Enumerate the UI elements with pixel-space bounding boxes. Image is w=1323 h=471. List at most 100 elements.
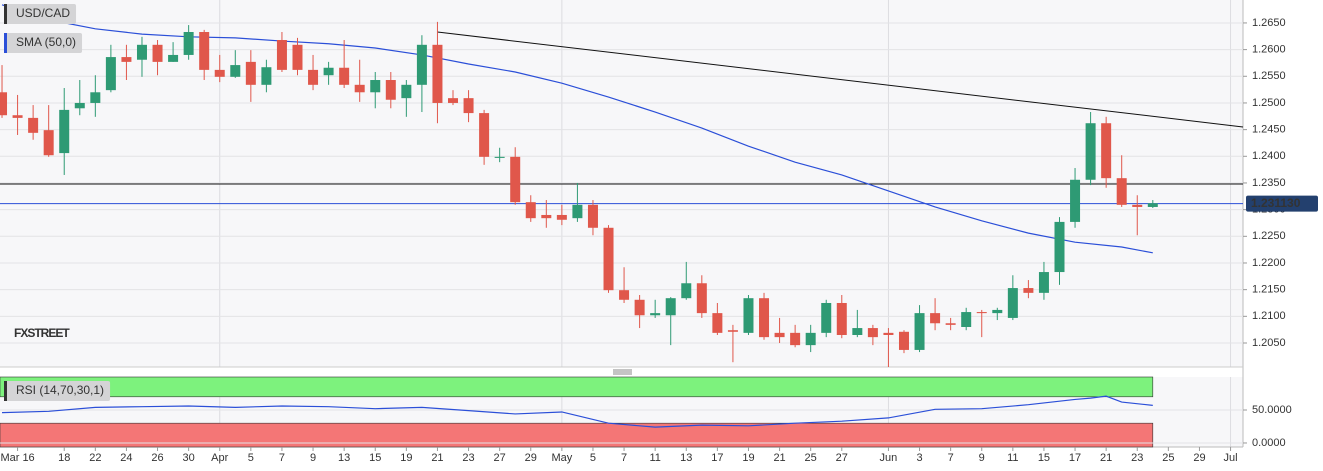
candle-body <box>945 323 956 325</box>
y-tick-label: 1.2200 <box>1252 257 1286 269</box>
x-tick-label: Jul <box>1224 452 1238 464</box>
x-tick-label: 27 <box>494 452 506 464</box>
legend-label: RSI (14,70,30,1) <box>16 383 104 397</box>
x-tick-label: 21 <box>431 452 443 464</box>
legend-box <box>4 381 111 401</box>
candle-body <box>416 44 427 85</box>
candle-body <box>401 84 412 99</box>
x-tick-label: 13 <box>680 452 692 464</box>
resize-handle[interactable] <box>613 369 632 375</box>
candle-body <box>479 113 490 157</box>
y-tick-label: 50.0000 <box>1252 404 1292 416</box>
candle-body <box>898 331 909 350</box>
candle-body <box>308 69 319 85</box>
candle-body <box>634 299 645 316</box>
x-tick-label: 18 <box>58 452 70 464</box>
candle-body <box>665 298 676 316</box>
candle-body <box>245 61 256 85</box>
candle-body <box>727 330 738 332</box>
x-tick-label: 25 <box>805 452 817 464</box>
candle-body <box>370 80 381 93</box>
y-tick-label: 1.2050 <box>1252 337 1286 349</box>
candle-body <box>976 312 987 314</box>
y-tick-label: 0.0000 <box>1252 437 1286 449</box>
candle-body <box>183 32 194 55</box>
candle-body <box>494 156 505 158</box>
x-tick-label: 23 <box>462 452 474 464</box>
candle-body <box>1132 204 1143 207</box>
x-tick-label: 30 <box>183 452 195 464</box>
legend-marker <box>4 33 7 53</box>
x-tick-label: 21 <box>1100 452 1112 464</box>
candle-body <box>774 332 785 338</box>
candle-body <box>59 109 70 154</box>
candle-body <box>1007 288 1018 318</box>
x-tick-label: 29 <box>1193 452 1205 464</box>
candle-body <box>992 309 1003 314</box>
candle-body <box>867 328 878 338</box>
x-tick-label: 29 <box>525 452 537 464</box>
candle-body <box>230 65 241 77</box>
y-tick-label: 1.2550 <box>1252 70 1286 82</box>
x-tick-label: 11 <box>649 452 660 464</box>
trend-line <box>437 31 1244 128</box>
candle-body <box>43 130 54 156</box>
y-tick-label: 1.2100 <box>1252 310 1286 322</box>
candle-body <box>354 84 365 93</box>
candle-body <box>587 204 598 228</box>
candle-body <box>790 332 801 346</box>
y-tick-label: 1.2500 <box>1252 97 1286 109</box>
oversold-band <box>0 422 1154 448</box>
watermark: FXSTREET <box>14 326 70 340</box>
candle-body <box>883 332 894 335</box>
candle-body <box>1101 123 1112 179</box>
x-tick-label: 9 <box>310 452 316 464</box>
x-tick-label: 15 <box>369 452 381 464</box>
candle-body <box>852 328 863 335</box>
x-tick-label: 7 <box>279 452 285 464</box>
y-tick-label: 1.2450 <box>1252 124 1286 136</box>
candle-body <box>696 283 707 314</box>
legend-label: SMA (50,0) <box>16 35 76 49</box>
legend-marker <box>4 4 7 24</box>
candle-body <box>28 117 39 133</box>
candle-body <box>448 98 459 103</box>
candle-body <box>1085 123 1096 180</box>
x-tick-label: 21 <box>773 452 785 464</box>
candle-body <box>1038 272 1049 293</box>
candle-body <box>805 332 816 346</box>
candle-body <box>650 313 661 316</box>
candle-body <box>1116 178 1127 205</box>
last-price-tag <box>1246 195 1318 212</box>
x-tick-label: 5 <box>248 452 254 464</box>
candle-body <box>525 202 536 219</box>
candle-body <box>1070 179 1081 222</box>
x-tick-label: 26 <box>151 452 163 464</box>
candle-body <box>743 298 754 333</box>
legend-box <box>4 4 77 24</box>
candle-body <box>121 57 132 62</box>
candle-body <box>603 227 614 291</box>
x-tick-label: 17 <box>1069 452 1081 464</box>
candle-body <box>168 54 179 62</box>
y-tick-label: 1.2350 <box>1252 177 1286 189</box>
last-price-label: 1.231130 <box>1251 196 1301 210</box>
overbought-band <box>0 376 1154 398</box>
y-tick-label: 1.2650 <box>1252 17 1286 29</box>
y-tick-label: 1.2600 <box>1252 44 1286 56</box>
x-tick-label: May <box>551 452 572 464</box>
candle-body <box>432 44 443 103</box>
x-tick-label: 5 <box>590 452 596 464</box>
candle-body <box>619 290 630 300</box>
x-tick-label: Jun <box>880 452 898 464</box>
candle-body <box>0 92 8 116</box>
x-tick-label: 25 <box>1162 452 1174 464</box>
candle-body <box>510 156 521 203</box>
candle-body <box>821 302 832 333</box>
candle-body <box>199 32 210 70</box>
candle-body <box>1054 221 1065 273</box>
y-tick-label: 1.2250 <box>1252 230 1286 242</box>
candle-body <box>339 67 350 85</box>
candle-body <box>836 302 847 335</box>
